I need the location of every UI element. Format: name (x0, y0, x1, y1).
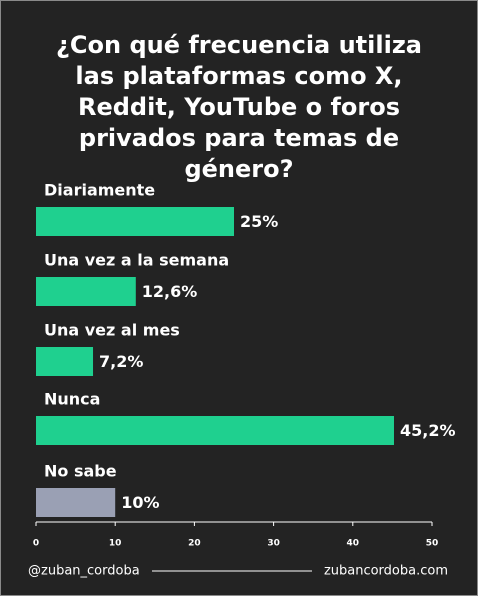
bar (36, 207, 234, 236)
category-label: Diariamente (44, 181, 155, 200)
value-label: 7,2% (99, 352, 143, 371)
value-label: 25% (240, 212, 278, 231)
category-label: Una vez a la semana (44, 251, 229, 270)
value-label: 12,6% (142, 282, 198, 301)
value-label: 45,2% (400, 421, 456, 440)
bar (36, 416, 394, 445)
chart-title: ¿Con qué frecuencia utiliza las platafor… (56, 31, 422, 183)
footer-handle: @zuban_cordoba (28, 564, 140, 579)
x-tick-label: 0 (33, 539, 39, 549)
x-tick-label: 40 (347, 539, 360, 549)
value-label: 10% (121, 493, 159, 512)
x-tick-label: 20 (188, 539, 201, 549)
category-label: No sabe (44, 462, 117, 481)
category-label: Nunca (44, 390, 100, 409)
bar (36, 488, 116, 517)
category-label: Una vez al mes (44, 321, 180, 340)
footer-website: zubancordoba.com (324, 564, 448, 579)
x-tick-label: 50 (426, 539, 439, 549)
x-tick-label: 10 (109, 539, 122, 549)
bar (36, 347, 94, 376)
bar (36, 277, 136, 306)
x-tick-label: 30 (267, 539, 280, 549)
